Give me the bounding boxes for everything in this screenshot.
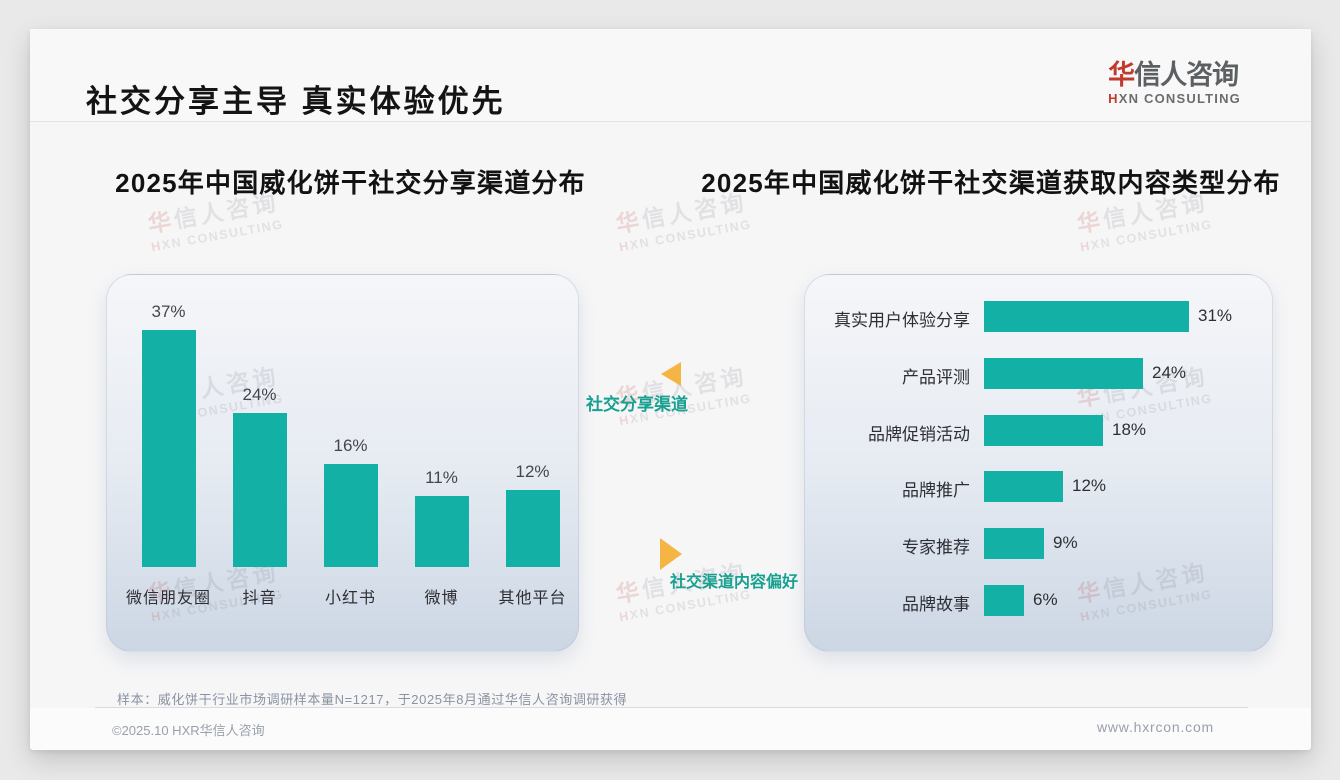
right-chart-value-4: 9% <box>1053 533 1078 552</box>
footer-website: www.hxrcon.com <box>1096 719 1214 735</box>
right-chart-panel <box>804 274 1273 652</box>
logo-chinese-name: 华信人咨询 <box>1108 60 1241 90</box>
right-chart-label-5: 品牌故事 <box>902 595 970 614</box>
right-arrow-icon <box>660 538 682 570</box>
left-chart-title: 2025年中国威化饼干社交分享渠道分布 <box>115 168 586 198</box>
left-chart-value-0: 37% <box>151 302 186 321</box>
right-chart-value-3: 12% <box>1072 476 1107 495</box>
left-chart-bar-1 <box>232 413 287 567</box>
left-chart-value-2: 16% <box>333 436 368 455</box>
slide-header: 社交分享主导 真实体验优先 华信人咨询 HXN CONSULTING <box>30 29 1311 122</box>
right-chart-bar-4 <box>984 528 1044 559</box>
content-preference-annotation: 社交渠道内容偏好 <box>670 574 799 591</box>
right-chart-label-3: 品牌推广 <box>902 481 970 500</box>
left-chart-category-2: 小红书 <box>324 590 376 607</box>
left-chart-category-3: 微博 <box>424 590 459 607</box>
right-chart-title: 2025年中国威化饼干社交渠道获取内容类型分布 <box>701 168 1281 198</box>
left-chart-value-1: 24% <box>242 385 277 404</box>
right-chart-label-2: 品牌促销活动 <box>868 425 970 444</box>
slide-card: 社交分享主导 真实体验优先 华信人咨询 HXN CONSULTING 华信人咨询… <box>30 29 1311 750</box>
left-chart-bar-4 <box>505 490 560 567</box>
left-arrow-icon <box>661 362 681 386</box>
right-chart-value-0: 31% <box>1198 306 1233 325</box>
footer-copyright: ©2025.10 HXR华信人咨询 <box>112 723 265 738</box>
right-bar-chart: 真实用户体验分享 31% 产品评测 24% 品牌促销活动 18% 品牌推广 12% 专家推荐 9%… <box>804 274 1273 652</box>
right-chart-value-2: 18% <box>1112 420 1147 439</box>
left-chart-bar-3 <box>414 496 469 567</box>
left-chart-category-4: 其他平台 <box>498 590 567 607</box>
right-chart-bar-2 <box>984 415 1103 446</box>
right-chart-label-1: 产品评测 <box>902 368 970 387</box>
right-chart-bar-3 <box>984 471 1063 502</box>
logo-english-name: HXN CONSULTING <box>1108 92 1241 106</box>
right-chart-value-5: 6% <box>1033 590 1058 609</box>
share-channel-annotation: 社交分享渠道 <box>586 395 688 414</box>
sample-note: 样本：威化饼干行业市场调研样本量N=1217，于2025年8月通过华信人咨询调研… <box>117 692 628 707</box>
logo-en-rest: XN CONSULTING <box>1118 91 1241 106</box>
right-chart-label-0: 真实用户体验分享 <box>834 311 970 330</box>
left-chart-value-3: 11% <box>425 468 458 487</box>
logo-zh-accent: 华 <box>1108 60 1135 90</box>
logo-en-accent: H <box>1108 91 1119 106</box>
left-chart-bar-0 <box>141 330 196 567</box>
left-chart-category-1: 抖音 <box>242 590 277 607</box>
footer-divider <box>95 707 1248 708</box>
footer-strip <box>30 708 1311 750</box>
left-bar-chart: 37% 微信朋友圈 24% 抖音 16% 小红书 11% 微博 12% 其他平台 <box>106 274 579 652</box>
left-chart-bar-2 <box>323 464 378 567</box>
right-chart-bar-0 <box>984 301 1189 332</box>
company-logo: 华信人咨询 HXN CONSULTING <box>1108 60 1241 106</box>
right-chart-bar-1 <box>984 358 1143 389</box>
left-chart-value-4: 12% <box>515 462 550 481</box>
logo-zh-rest: 信人咨询 <box>1134 60 1239 90</box>
right-chart-bar-5 <box>984 585 1024 616</box>
page-title: 社交分享主导 真实体验优先 <box>86 84 506 119</box>
right-chart-value-1: 24% <box>1152 363 1187 382</box>
left-chart-category-0: 微信朋友圈 <box>125 590 211 607</box>
right-chart-label-4: 专家推荐 <box>902 538 970 557</box>
